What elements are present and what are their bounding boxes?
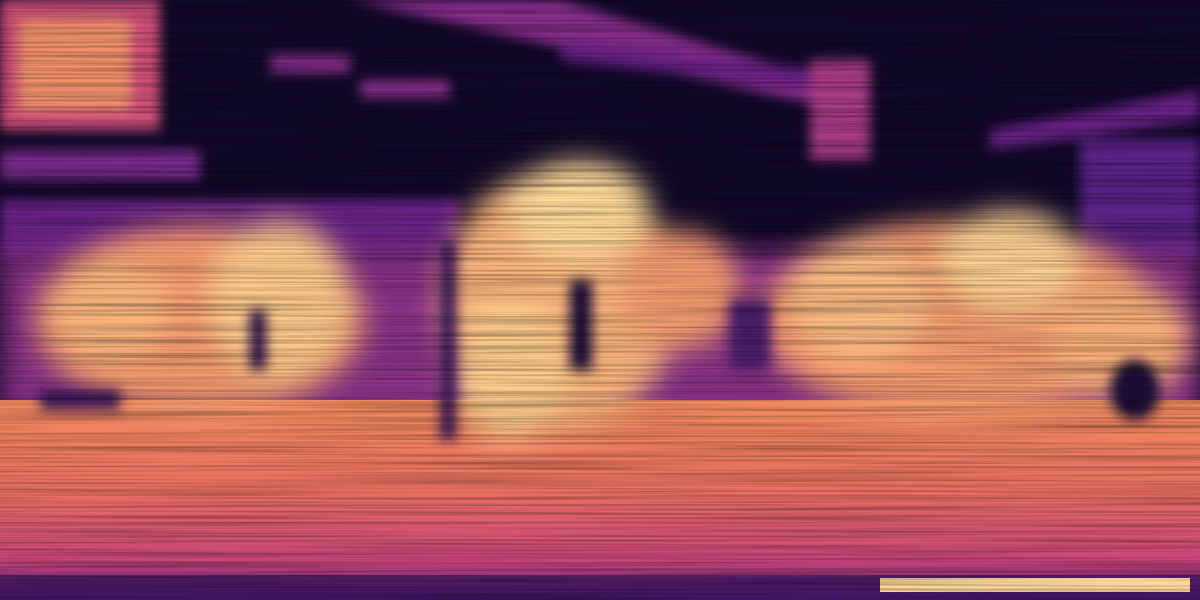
image: [0, 0, 1200, 600]
noise-overlay: [0, 0, 1200, 600]
page: [0, 0, 1200, 600]
